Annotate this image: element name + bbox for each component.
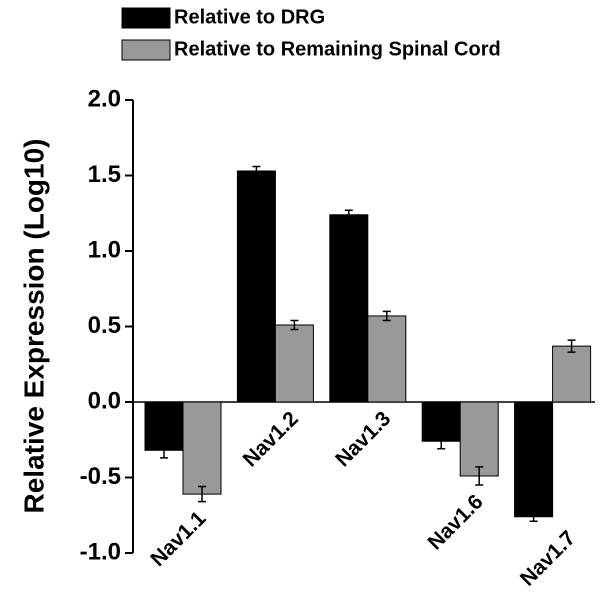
bar <box>182 401 222 495</box>
y-tick-label: 2.0 <box>88 85 121 112</box>
legend-swatch <box>121 7 171 29</box>
bar <box>367 315 407 403</box>
bar <box>274 324 314 403</box>
y-tick-label: 0.0 <box>88 387 121 414</box>
y-tick-label: 1.0 <box>88 236 121 263</box>
error-bar <box>198 485 206 503</box>
y-tick-label: 1.5 <box>88 161 121 188</box>
error-bar <box>252 165 261 177</box>
x-tick-label: Nav1.7 <box>516 526 580 590</box>
bar <box>514 401 554 518</box>
legend-label: Relative to Remaining Spinal Cord <box>174 38 501 60</box>
y-axis-label: Relative Expression (Log10) <box>18 138 49 513</box>
y-tick-label: -0.5 <box>80 463 121 490</box>
legend-label: Relative to DRG <box>174 6 325 28</box>
error-bar <box>344 209 353 221</box>
bar <box>329 214 369 403</box>
error-bar <box>437 432 446 450</box>
y-tick-label: 0.5 <box>88 312 121 339</box>
error-bar <box>290 319 299 331</box>
x-tick-label: Nav1.2 <box>239 407 303 471</box>
error-bar <box>160 442 168 459</box>
bar <box>236 170 276 403</box>
error-bar <box>475 466 484 486</box>
error-bar <box>382 310 391 322</box>
error-bar <box>529 511 538 523</box>
bar <box>459 401 499 477</box>
y-tick-label: -1.0 <box>80 538 121 565</box>
x-tick-label: Nav1.1 <box>146 507 210 571</box>
legend-swatch <box>121 39 171 61</box>
bar <box>552 345 592 403</box>
x-tick-label: Nav1.3 <box>331 407 395 471</box>
x-tick-label: Nav1.6 <box>424 490 488 554</box>
error-bar <box>567 339 576 353</box>
